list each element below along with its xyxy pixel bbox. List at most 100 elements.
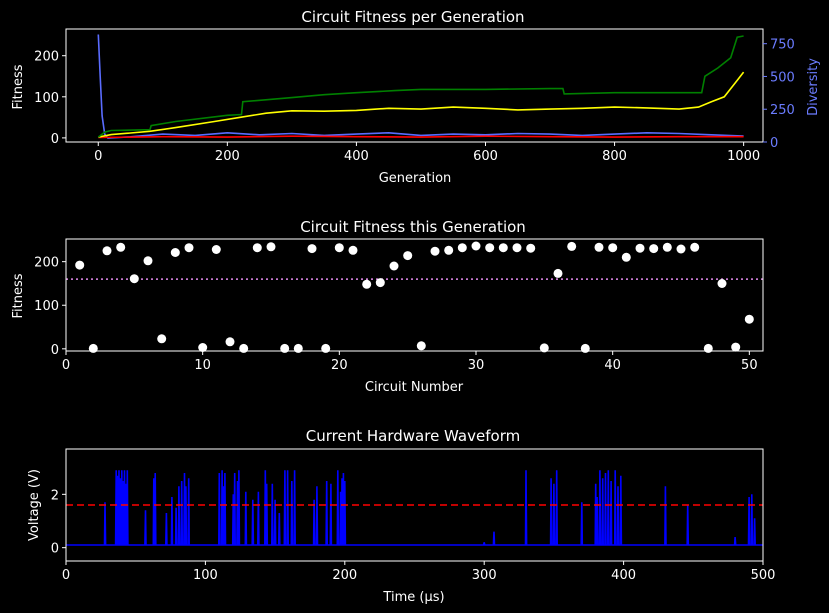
scatter-point xyxy=(498,243,508,253)
scatter-point xyxy=(471,241,481,251)
scatter-point xyxy=(266,242,276,252)
scatter-point xyxy=(731,342,741,352)
scatter-point xyxy=(157,334,167,344)
scatter-point xyxy=(621,252,631,262)
scatter-point xyxy=(184,243,194,253)
panel1-xlabel: Generation xyxy=(379,171,452,186)
scatter-point xyxy=(457,243,467,253)
scatter-point xyxy=(321,343,331,353)
scatter-point xyxy=(239,343,249,353)
scatter-point xyxy=(403,251,413,261)
scatter-point xyxy=(526,243,536,253)
scatter-point xyxy=(280,343,290,353)
panel2-ytick-label: 200 xyxy=(34,256,59,271)
scatter-point xyxy=(362,279,372,289)
scatter-point xyxy=(307,244,317,254)
panel1-title: Circuit Fitness per Generation xyxy=(301,8,524,26)
scatter-point xyxy=(608,243,618,253)
panel1-xtick-label: 0 xyxy=(94,149,102,164)
panel3-xtick-label: 400 xyxy=(611,568,636,583)
panel1-xtick-label: 800 xyxy=(602,149,627,164)
scatter-point xyxy=(580,343,590,353)
scatter-point xyxy=(744,314,754,324)
scatter-point xyxy=(252,243,262,253)
scatter-point xyxy=(416,341,426,351)
scatter-point xyxy=(717,279,727,288)
scatter-point xyxy=(334,243,344,253)
scatter-point xyxy=(348,245,358,255)
panel3-xtick-label: 200 xyxy=(332,568,357,583)
panel2-ytick-label: 100 xyxy=(34,299,59,314)
panel1-xtick-label: 200 xyxy=(215,149,240,164)
scatter-point xyxy=(430,246,440,256)
panel3-frame xyxy=(65,448,764,562)
hardware-waveform-panel: Current Hardware Waveform Time (µs) Volt… xyxy=(27,427,775,605)
scatter-point xyxy=(485,243,495,253)
panel2-ytick-label: 0 xyxy=(51,343,59,358)
scatter-point xyxy=(539,343,549,353)
panel1-y2tick-label: 500 xyxy=(770,70,795,85)
scatter-point xyxy=(88,343,98,353)
panel2-xtick-label: 40 xyxy=(604,358,621,373)
panel2-xtick-label: 10 xyxy=(194,358,211,373)
panel3-xtick-label: 500 xyxy=(751,568,776,583)
scatter-point xyxy=(293,343,303,353)
panel2-plot-area: 0 10 20 30 40 50 0 100 200 xyxy=(34,238,764,373)
panel2-xtick-label: 30 xyxy=(468,358,485,373)
panel3-ytick-label: 0 xyxy=(51,542,59,557)
panel1-ytick-label: 0 xyxy=(51,132,59,147)
panel3-title: Current Hardware Waveform xyxy=(306,427,520,445)
panel1-xtick-label: 400 xyxy=(344,149,369,164)
scatter-point xyxy=(676,244,686,254)
panel1-y2tick-label: 0 xyxy=(770,136,778,151)
scatter-point xyxy=(143,256,153,266)
panel1-plot-area: 0 200 400 600 800 1000 0 100 200 0 250 500 750 xyxy=(34,28,795,164)
scatter-point xyxy=(75,260,85,270)
panel2-title: Circuit Fitness this Generation xyxy=(300,218,526,236)
fitness-per-generation-panel: Circuit Fitness per Generation Generatio… xyxy=(11,8,821,186)
panel2-xlabel: Circuit Number xyxy=(365,380,464,395)
scatter-point xyxy=(102,246,112,256)
panel1-ylabel: Fitness xyxy=(11,64,26,109)
panel1-frame xyxy=(65,28,764,143)
panel2-xtick-label: 0 xyxy=(62,358,70,373)
scatter-point xyxy=(635,243,645,253)
panel3-xtick-label: 300 xyxy=(472,568,497,583)
scatter-point xyxy=(594,242,604,252)
scatter-point xyxy=(375,278,385,288)
scatter-point xyxy=(662,242,672,252)
panel3-ytick-label: 2 xyxy=(51,488,59,503)
scatter-point xyxy=(225,337,235,347)
panel1-ytick-label: 100 xyxy=(34,91,59,106)
panel3-xtick-label: 100 xyxy=(193,568,218,583)
scatter-point xyxy=(703,343,713,353)
scatter-point xyxy=(567,241,577,251)
fitness-this-generation-panel: Circuit Fitness this Generation Circuit … xyxy=(11,218,764,395)
scatter-point xyxy=(553,268,563,278)
waveform-line xyxy=(66,470,763,546)
scatter-point xyxy=(198,343,208,352)
scatter-point xyxy=(170,248,180,257)
panel2-xtick-label: 50 xyxy=(741,358,758,373)
scatter-point xyxy=(389,261,399,271)
scatter-point xyxy=(512,243,522,253)
scatter-point xyxy=(211,245,221,254)
panel2-ylabel: Fitness xyxy=(11,273,26,318)
scatter-point xyxy=(690,242,700,252)
panel3-xlabel: Time (µs) xyxy=(382,590,444,605)
panel1-y2label: Diversity xyxy=(806,58,821,116)
panel1-y2tick-label: 250 xyxy=(770,103,795,118)
scatter-point xyxy=(116,242,126,252)
panel3-xtick-label: 0 xyxy=(62,568,70,583)
panel2-xtick-label: 20 xyxy=(331,358,348,373)
scatter-point xyxy=(649,244,659,254)
panel3-ylabel: Voltage (V) xyxy=(27,469,42,541)
scatter-point xyxy=(444,245,454,255)
panel1-xtick-label: 1000 xyxy=(727,149,760,164)
panel1-y2tick-label: 750 xyxy=(770,38,795,53)
panel1-ytick-label: 200 xyxy=(34,50,59,65)
panel2-frame xyxy=(65,238,764,352)
scatter-point xyxy=(129,274,139,284)
